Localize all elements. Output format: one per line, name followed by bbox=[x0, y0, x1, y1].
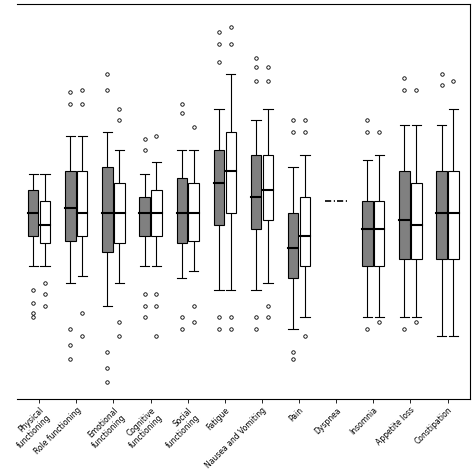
Bar bbox=[263, 155, 273, 220]
Bar bbox=[300, 197, 310, 266]
Bar bbox=[176, 178, 187, 243]
Bar bbox=[40, 201, 50, 243]
Bar bbox=[28, 190, 38, 236]
Bar bbox=[399, 171, 410, 259]
Bar bbox=[448, 171, 459, 259]
Bar bbox=[188, 183, 199, 241]
Bar bbox=[251, 155, 261, 229]
Bar bbox=[411, 183, 421, 259]
Bar bbox=[65, 171, 75, 241]
Bar bbox=[226, 132, 236, 213]
Bar bbox=[362, 201, 373, 266]
Bar bbox=[437, 171, 447, 259]
Bar bbox=[374, 201, 384, 266]
Bar bbox=[214, 150, 224, 225]
Bar bbox=[139, 197, 150, 236]
Bar bbox=[102, 166, 113, 252]
Bar bbox=[114, 183, 125, 243]
Bar bbox=[288, 213, 298, 278]
Bar bbox=[151, 190, 162, 236]
Bar bbox=[77, 171, 87, 236]
